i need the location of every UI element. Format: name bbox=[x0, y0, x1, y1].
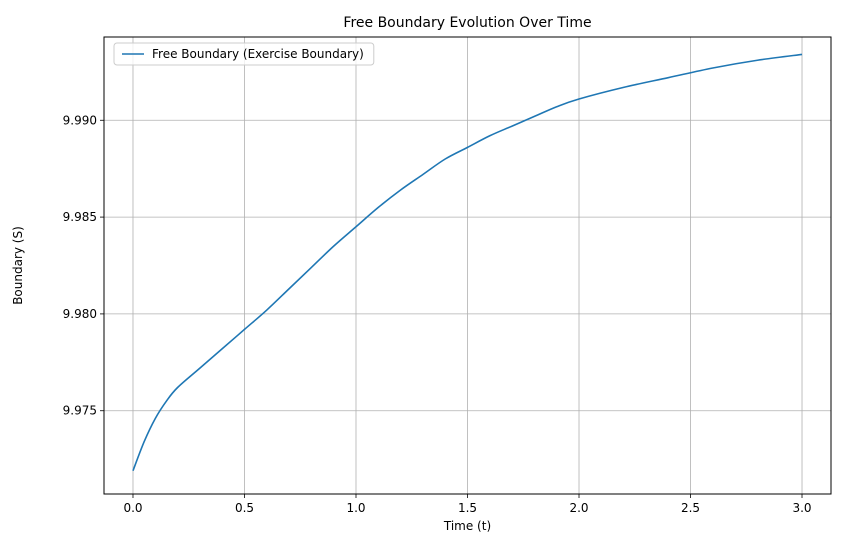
x-tick-label: 1.0 bbox=[346, 501, 365, 515]
grid-lines bbox=[104, 37, 831, 494]
y-tick-label: 9.975 bbox=[63, 404, 97, 418]
y-tick-label: 9.990 bbox=[63, 113, 97, 127]
legend-entry-label: Free Boundary (Exercise Boundary) bbox=[152, 47, 364, 61]
x-tick-label: 2.0 bbox=[569, 501, 588, 515]
chart-title: Free Boundary Evolution Over Time bbox=[343, 15, 591, 31]
plot-frame bbox=[103, 36, 832, 495]
y-axis-label: Boundary (S) bbox=[11, 226, 25, 305]
series-layer bbox=[132, 53, 803, 472]
legend-box bbox=[113, 42, 375, 66]
x-tick-label: 0.5 bbox=[235, 501, 254, 515]
y-tick-label: 9.980 bbox=[63, 307, 97, 321]
series-line-free-boundary bbox=[132, 53, 803, 472]
axis-ticks: 0.0 0.5 1.0 1.5 2.0 2.5 3.0 9.975 9.980 9.985 9.99… bbox=[63, 113, 812, 515]
legend: Free Boundary (Exercise Boundary) bbox=[113, 42, 375, 66]
x-tick-label: 2.5 bbox=[681, 501, 700, 515]
x-tick-label: 1.5 bbox=[458, 501, 477, 515]
x-tick-label: 3.0 bbox=[792, 501, 811, 515]
y-tick-label: 9.985 bbox=[63, 210, 97, 224]
x-axis-label: Time (t) bbox=[443, 519, 491, 533]
x-tick-label: 0.0 bbox=[123, 501, 142, 515]
